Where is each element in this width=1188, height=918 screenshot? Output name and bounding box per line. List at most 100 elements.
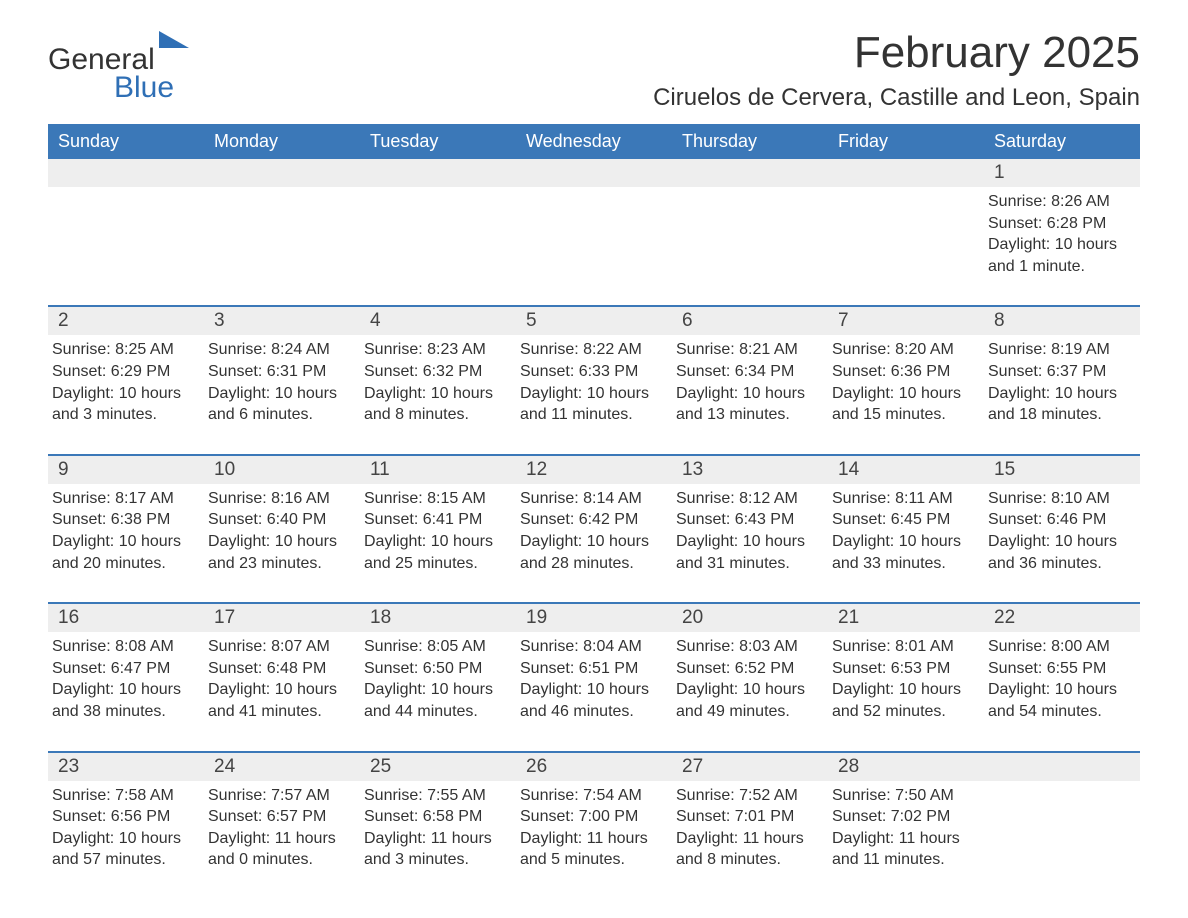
sunset-text: Sunset: 6:43 PM: [676, 509, 824, 531]
sunrise-text: Sunrise: 8:15 AM: [364, 488, 512, 510]
day-number: 2: [48, 307, 204, 335]
day-body: Sunrise: 8:14 AMSunset: 6:42 PMDaylight:…: [516, 484, 672, 574]
day-number: 20: [672, 604, 828, 632]
day-body: Sunrise: 8:24 AMSunset: 6:31 PMDaylight:…: [204, 335, 360, 425]
daylight-text: and 44 minutes.: [364, 701, 512, 723]
empty-cell: [360, 159, 516, 187]
daylight-text: and 23 minutes.: [208, 553, 356, 575]
day-body: [672, 187, 828, 277]
day-body: [360, 187, 516, 277]
weekday-cell: Monday: [204, 124, 360, 159]
daylight-text: Daylight: 10 hours: [52, 679, 200, 701]
day-body: [516, 187, 672, 277]
sunset-text: Sunset: 6:33 PM: [520, 361, 668, 383]
day-number: 19: [516, 604, 672, 632]
sunset-text: Sunset: 7:01 PM: [676, 806, 824, 828]
daylight-text: and 11 minutes.: [832, 849, 980, 871]
day-body: [48, 187, 204, 277]
sunset-text: Sunset: 6:47 PM: [52, 658, 200, 680]
weekday-cell: Wednesday: [516, 124, 672, 159]
weekday-cell: Tuesday: [360, 124, 516, 159]
sunrise-text: Sunrise: 8:04 AM: [520, 636, 668, 658]
daylight-text: Daylight: 10 hours: [208, 531, 356, 553]
empty-cell: [984, 753, 1140, 781]
daylight-text: Daylight: 10 hours: [520, 531, 668, 553]
sunset-text: Sunset: 6:52 PM: [676, 658, 824, 680]
title-block: February 2025 Ciruelos de Cervera, Casti…: [653, 28, 1140, 112]
day-body: Sunrise: 8:01 AMSunset: 6:53 PMDaylight:…: [828, 632, 984, 722]
sunrise-text: Sunrise: 7:52 AM: [676, 785, 824, 807]
daylight-text: Daylight: 10 hours: [208, 679, 356, 701]
day-body: Sunrise: 8:21 AMSunset: 6:34 PMDaylight:…: [672, 335, 828, 425]
week-row: 1Sunrise: 8:26 AMSunset: 6:28 PMDaylight…: [48, 159, 1140, 277]
sunset-text: Sunset: 6:46 PM: [988, 509, 1136, 531]
daylight-text: and 54 minutes.: [988, 701, 1136, 723]
day-number: 7: [828, 307, 984, 335]
day-number: 17: [204, 604, 360, 632]
sunrise-text: Sunrise: 8:00 AM: [988, 636, 1136, 658]
daylight-text: Daylight: 10 hours: [52, 828, 200, 850]
day-body: Sunrise: 8:08 AMSunset: 6:47 PMDaylight:…: [48, 632, 204, 722]
sunset-text: Sunset: 6:57 PM: [208, 806, 356, 828]
sunset-text: Sunset: 7:00 PM: [520, 806, 668, 828]
day-number: 10: [204, 456, 360, 484]
daylight-text: Daylight: 10 hours: [52, 383, 200, 405]
day-number: 24: [204, 753, 360, 781]
location: Ciruelos de Cervera, Castille and Leon, …: [653, 84, 1140, 112]
sunrise-text: Sunrise: 8:26 AM: [988, 191, 1136, 213]
daylight-text: Daylight: 10 hours: [988, 383, 1136, 405]
daylight-text: Daylight: 10 hours: [832, 531, 980, 553]
day-number: 6: [672, 307, 828, 335]
daylight-text: and 8 minutes.: [676, 849, 824, 871]
day-number: 3: [204, 307, 360, 335]
day-number: 26: [516, 753, 672, 781]
daylight-text: Daylight: 10 hours: [676, 679, 824, 701]
day-body: Sunrise: 8:26 AMSunset: 6:28 PMDaylight:…: [984, 187, 1140, 277]
sunrise-text: Sunrise: 8:12 AM: [676, 488, 824, 510]
calendar: SundayMondayTuesdayWednesdayThursdayFrid…: [48, 124, 1140, 871]
sunrise-text: Sunrise: 8:22 AM: [520, 339, 668, 361]
header: General Blue February 2025 Ciruelos de C…: [48, 28, 1140, 112]
day-body: Sunrise: 8:05 AMSunset: 6:50 PMDaylight:…: [360, 632, 516, 722]
daylight-text: and 33 minutes.: [832, 553, 980, 575]
daylight-text: Daylight: 11 hours: [832, 828, 980, 850]
daylight-text: Daylight: 10 hours: [988, 234, 1136, 256]
sunset-text: Sunset: 6:56 PM: [52, 806, 200, 828]
daylight-text: and 25 minutes.: [364, 553, 512, 575]
day-number: 15: [984, 456, 1140, 484]
week-row: 16171819202122Sunrise: 8:08 AMSunset: 6:…: [48, 602, 1140, 722]
daylight-text: and 31 minutes.: [676, 553, 824, 575]
day-number: 9: [48, 456, 204, 484]
sunset-text: Sunset: 6:34 PM: [676, 361, 824, 383]
sunrise-text: Sunrise: 7:58 AM: [52, 785, 200, 807]
weeks-container: 1Sunrise: 8:26 AMSunset: 6:28 PMDaylight…: [48, 159, 1140, 871]
daylight-text: and 5 minutes.: [520, 849, 668, 871]
day-number: 16: [48, 604, 204, 632]
sunrise-text: Sunrise: 8:11 AM: [832, 488, 980, 510]
sunrise-text: Sunrise: 7:57 AM: [208, 785, 356, 807]
empty-cell: [516, 159, 672, 187]
sunrise-text: Sunrise: 8:03 AM: [676, 636, 824, 658]
daylight-text: and 0 minutes.: [208, 849, 356, 871]
day-body: Sunrise: 8:03 AMSunset: 6:52 PMDaylight:…: [672, 632, 828, 722]
sunrise-text: Sunrise: 7:55 AM: [364, 785, 512, 807]
day-body: [984, 781, 1140, 871]
daylight-text: and 49 minutes.: [676, 701, 824, 723]
day-number: 18: [360, 604, 516, 632]
weekday-cell: Thursday: [672, 124, 828, 159]
empty-cell: [672, 159, 828, 187]
week-row: 9101112131415Sunrise: 8:17 AMSunset: 6:3…: [48, 454, 1140, 574]
sunrise-text: Sunrise: 8:07 AM: [208, 636, 356, 658]
day-body: Sunrise: 8:11 AMSunset: 6:45 PMDaylight:…: [828, 484, 984, 574]
sunset-text: Sunset: 6:29 PM: [52, 361, 200, 383]
sunrise-text: Sunrise: 7:54 AM: [520, 785, 668, 807]
sunset-text: Sunset: 6:55 PM: [988, 658, 1136, 680]
daylight-text: and 15 minutes.: [832, 404, 980, 426]
sunrise-text: Sunrise: 8:16 AM: [208, 488, 356, 510]
daylight-text: Daylight: 10 hours: [364, 679, 512, 701]
sunset-text: Sunset: 6:53 PM: [832, 658, 980, 680]
sunset-text: Sunset: 6:50 PM: [364, 658, 512, 680]
sunset-text: Sunset: 6:40 PM: [208, 509, 356, 531]
daylight-text: and 52 minutes.: [832, 701, 980, 723]
daylight-text: Daylight: 10 hours: [988, 679, 1136, 701]
